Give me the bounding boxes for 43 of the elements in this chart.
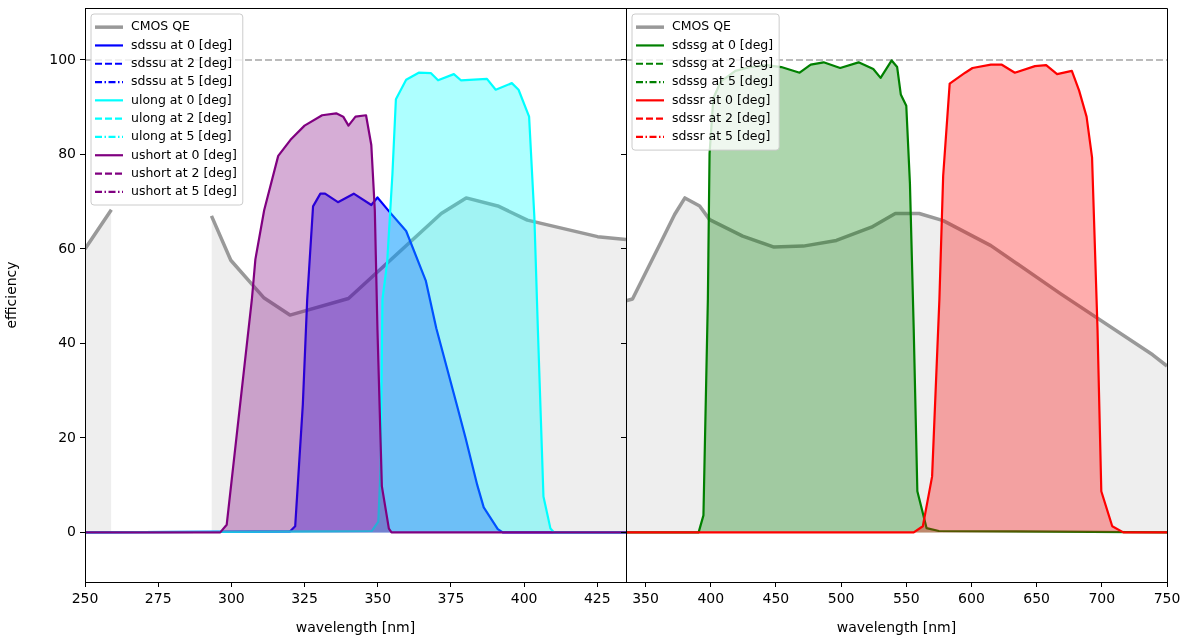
x-tick-label: 500 <box>827 590 855 607</box>
legend-label: ushort at 0 [deg] <box>131 146 237 162</box>
y-axis-title: efficiency <box>3 261 20 329</box>
legend-label: sdssg at 0 [deg] <box>672 36 774 52</box>
x-tick-label: 350 <box>364 590 392 607</box>
x-tick-label: 325 <box>291 590 318 607</box>
y-tick-label: 40 <box>58 334 76 351</box>
x-tick-label: 275 <box>144 590 172 607</box>
x-tick-label: 750 <box>1153 590 1181 607</box>
legend-label: sdssg at 5 [deg] <box>672 73 774 89</box>
x-tick-label: 450 <box>762 590 790 607</box>
legend-label: sdssr at 5 [deg] <box>672 128 771 144</box>
legend-label: sdssg at 2 [deg] <box>672 55 774 70</box>
legend-label: sdssr at 0 [deg] <box>672 91 771 107</box>
y-tick-label: 60 <box>58 239 76 256</box>
x-tick-label: 425 <box>583 590 611 607</box>
x-tick-label: 600 <box>958 590 985 607</box>
legend-label: ushort at 5 [deg] <box>131 183 237 199</box>
x-tick-label: 700 <box>1088 590 1116 607</box>
legend-label: ulong at 5 [deg] <box>131 128 232 144</box>
y-tick-label: 0 <box>67 523 76 540</box>
legend-label: CMOS QE <box>672 18 732 34</box>
x-tick-label: 400 <box>510 590 538 607</box>
x-tick-label: 250 <box>71 590 99 607</box>
x-tick-label: 375 <box>437 590 465 607</box>
x-tick-label: 400 <box>697 590 725 607</box>
x-tick-label: 300 <box>218 590 245 607</box>
legend-label: CMOS QE <box>131 18 191 34</box>
y-tick-label: 100 <box>49 50 76 67</box>
legend-label: sdssu at 2 [deg] <box>131 55 233 70</box>
x-tick-label: 350 <box>632 590 659 607</box>
y-tick-label: 20 <box>58 428 76 445</box>
x-axis-title: wavelength [nm] <box>295 619 416 636</box>
y-tick-label: 80 <box>58 145 76 162</box>
legend-label: ulong at 0 [deg] <box>131 91 232 107</box>
legend-label: sdssu at 0 [deg] <box>131 36 233 52</box>
x-tick-label: 650 <box>1023 590 1051 607</box>
legend-label: sdssr at 2 [deg] <box>672 109 771 125</box>
legend-label: sdssu at 5 [deg] <box>131 73 233 89</box>
x-axis-title: wavelength [nm] <box>836 619 957 636</box>
legend-label: ulong at 2 [deg] <box>131 109 232 125</box>
x-tick-label: 550 <box>892 590 920 607</box>
legend-label: ushort at 2 [deg] <box>131 164 237 180</box>
